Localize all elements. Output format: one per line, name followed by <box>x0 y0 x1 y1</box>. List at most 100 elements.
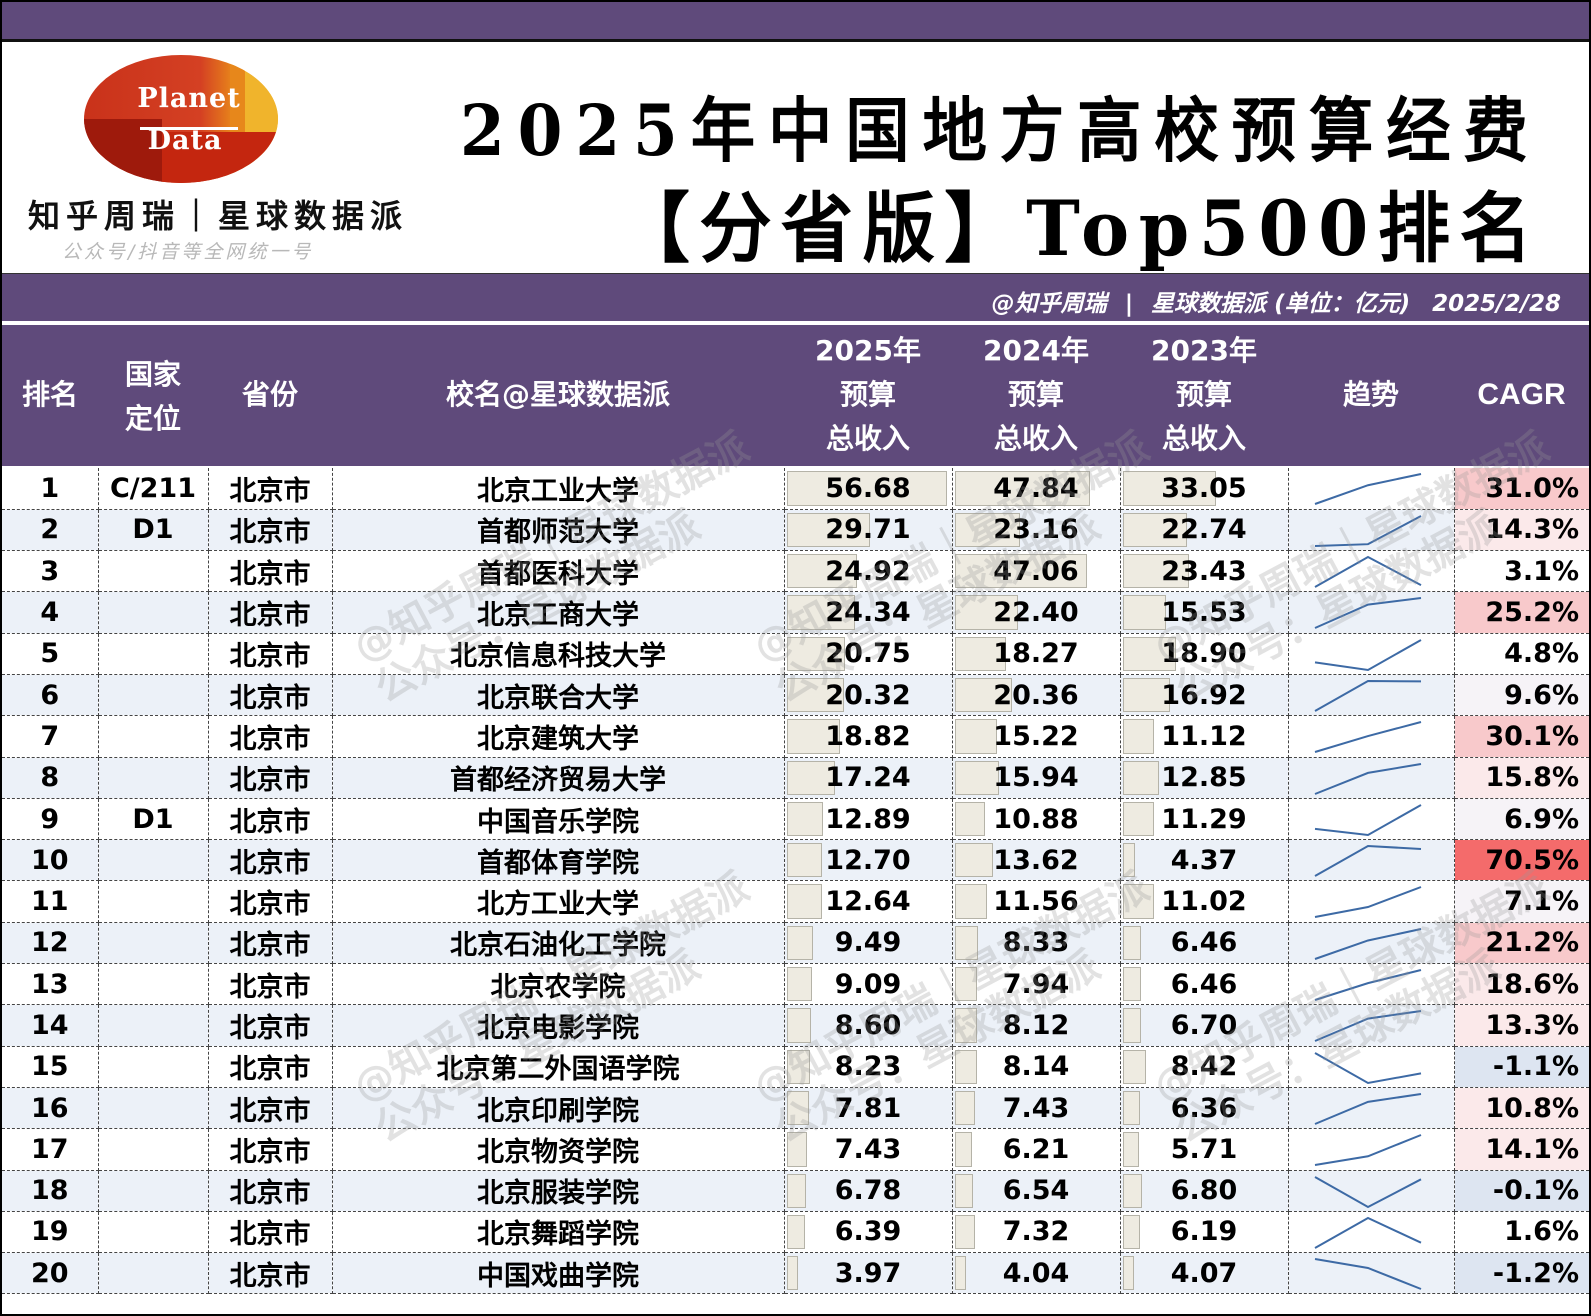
trend-cell <box>1288 1004 1455 1047</box>
y2025-budget-cell: 6.39 <box>784 1211 953 1254</box>
level-cell <box>98 963 209 1006</box>
trend-cell <box>1288 633 1455 675</box>
y2024-budget-cell: 20.36 <box>952 674 1121 717</box>
rank-cell: 19 <box>2 1211 99 1254</box>
data-bar <box>954 512 1020 548</box>
data-bar <box>786 595 856 630</box>
data-bar <box>1122 801 1155 837</box>
table-row: 11 北京市 北方工业大学 12.64 11.56 11.02 7.1% <box>2 880 1589 923</box>
budget-value: 4.37 <box>1170 844 1238 876</box>
table-row: 18 北京市 北京服装学院 6.78 6.54 6.80 -0.1% <box>2 1170 1589 1212</box>
data-bar <box>786 801 823 837</box>
province-cell: 北京市 <box>208 798 333 841</box>
y2023-budget-cell: 22.74 <box>1120 509 1289 552</box>
data-bar <box>954 1008 978 1043</box>
budget-value: 3.97 <box>834 1257 902 1289</box>
trend-sparkline <box>1314 638 1421 671</box>
budget-value: 20.32 <box>825 679 911 711</box>
cagr-cell: 14.3% <box>1454 509 1589 552</box>
school-cell: 北方工业大学 <box>332 880 785 923</box>
y2025-budget-cell: 9.09 <box>784 963 953 1006</box>
data-bar <box>954 1090 976 1126</box>
rank-cell: 11 <box>2 880 99 923</box>
y2024-budget-cell: 4.04 <box>952 1252 1121 1295</box>
y2023-budget-cell: 4.07 <box>1120 1252 1289 1295</box>
table-row: 7 北京市 北京建筑大学 18.82 15.22 11.12 30.1% <box>2 715 1589 758</box>
cagr-cell: 7.1% <box>1454 880 1589 923</box>
y2024-budget-cell: 7.43 <box>952 1087 1121 1130</box>
data-bar <box>1122 1090 1141 1126</box>
col-2024-year: 2024年 <box>983 334 1089 367</box>
y2025-budget-cell: 6.78 <box>784 1170 953 1212</box>
school-cell: 北京第二外国语学院 <box>332 1046 785 1088</box>
y2023-budget-cell: 15.53 <box>1120 591 1289 634</box>
y2024-budget-cell: 13.62 <box>952 839 1121 882</box>
data-bar <box>954 801 986 837</box>
budget-value: 6.78 <box>834 1175 902 1207</box>
data-bar <box>954 1173 973 1208</box>
school-cell: 北京工商大学 <box>332 591 785 634</box>
budget-value: 12.85 <box>1161 762 1247 794</box>
data-bar <box>1122 1256 1134 1291</box>
data-bar <box>786 1090 809 1126</box>
trend-cell <box>1288 1128 1455 1171</box>
data-bar <box>1122 471 1216 506</box>
trend-cell <box>1288 1211 1455 1254</box>
y2025-budget-cell: 18.82 <box>784 715 953 758</box>
province-cell: 北京市 <box>208 550 333 593</box>
y2025-budget-cell: 12.89 <box>784 798 953 841</box>
budget-value: 9.09 <box>834 968 902 1000</box>
y2024-budget-cell: 8.33 <box>952 922 1121 965</box>
school-cell: 首都医科大学 <box>332 550 785 593</box>
province-cell: 北京市 <box>208 715 333 758</box>
province-cell: 北京市 <box>208 839 333 882</box>
budget-value: 11.02 <box>1161 886 1247 918</box>
budget-value: 12.64 <box>825 886 911 918</box>
trend-sparkline <box>1314 927 1421 960</box>
budget-value: 16.92 <box>1161 679 1247 711</box>
data-bar <box>1122 1214 1140 1250</box>
y2024-budget-cell: 7.94 <box>952 963 1121 1006</box>
budget-value: 47.84 <box>993 472 1079 504</box>
y2023-budget-cell: 8.42 <box>1120 1046 1289 1088</box>
rank-cell: 9 <box>2 798 99 841</box>
y2024-budget-cell: 22.40 <box>952 591 1121 634</box>
y2025-budget-cell: 29.71 <box>784 509 953 552</box>
budget-value: 6.46 <box>1170 927 1238 959</box>
rank-cell: 1 <box>2 468 99 510</box>
budget-value: 5.71 <box>1170 1133 1238 1165</box>
budget-value: 20.75 <box>825 638 911 670</box>
y2023-budget-cell: 18.90 <box>1120 633 1289 675</box>
budget-value: 18.90 <box>1161 638 1247 670</box>
level-cell <box>98 1087 209 1130</box>
cagr-cell: 31.0% <box>1454 468 1589 510</box>
data-bar <box>954 719 998 754</box>
data-bar <box>1122 967 1141 1002</box>
col-2025-budget: 预算 <box>839 378 896 411</box>
col-2025-year: 2025年 <box>815 334 921 367</box>
data-bar <box>1122 595 1167 630</box>
author-credit: @知乎周瑞 <box>991 291 1107 317</box>
budget-value: 7.81 <box>834 1092 902 1124</box>
school-cell: 北京印刷学院 <box>332 1087 785 1130</box>
col-level: 国家 定位 <box>98 353 208 441</box>
y2025-budget-cell: 12.64 <box>784 880 953 923</box>
province-cell: 北京市 <box>208 1046 333 1088</box>
trend-cell <box>1288 591 1455 634</box>
y2023-budget-cell: 33.05 <box>1120 468 1289 510</box>
cagr-cell: 6.9% <box>1454 798 1589 841</box>
budget-value: 6.36 <box>1170 1092 1238 1124</box>
col-2024-income: 总收入 <box>993 422 1078 455</box>
col-2023-budget: 预算 <box>1175 378 1232 411</box>
data-bar <box>786 1132 808 1167</box>
budget-value: 4.07 <box>1170 1257 1238 1289</box>
province-cell: 北京市 <box>208 1211 333 1254</box>
table-row: 13 北京市 北京农学院 9.09 7.94 6.46 18.6% <box>2 963 1589 1006</box>
y2024-budget-cell: 15.22 <box>952 715 1121 758</box>
level-cell <box>98 1211 209 1254</box>
data-bar <box>954 677 1012 713</box>
logo-text-planet: Planet <box>137 83 241 114</box>
school-cell: 首都经济贸易大学 <box>332 757 785 799</box>
trend-sparkline <box>1314 721 1421 754</box>
cagr-cell: 1.6% <box>1454 1211 1589 1254</box>
